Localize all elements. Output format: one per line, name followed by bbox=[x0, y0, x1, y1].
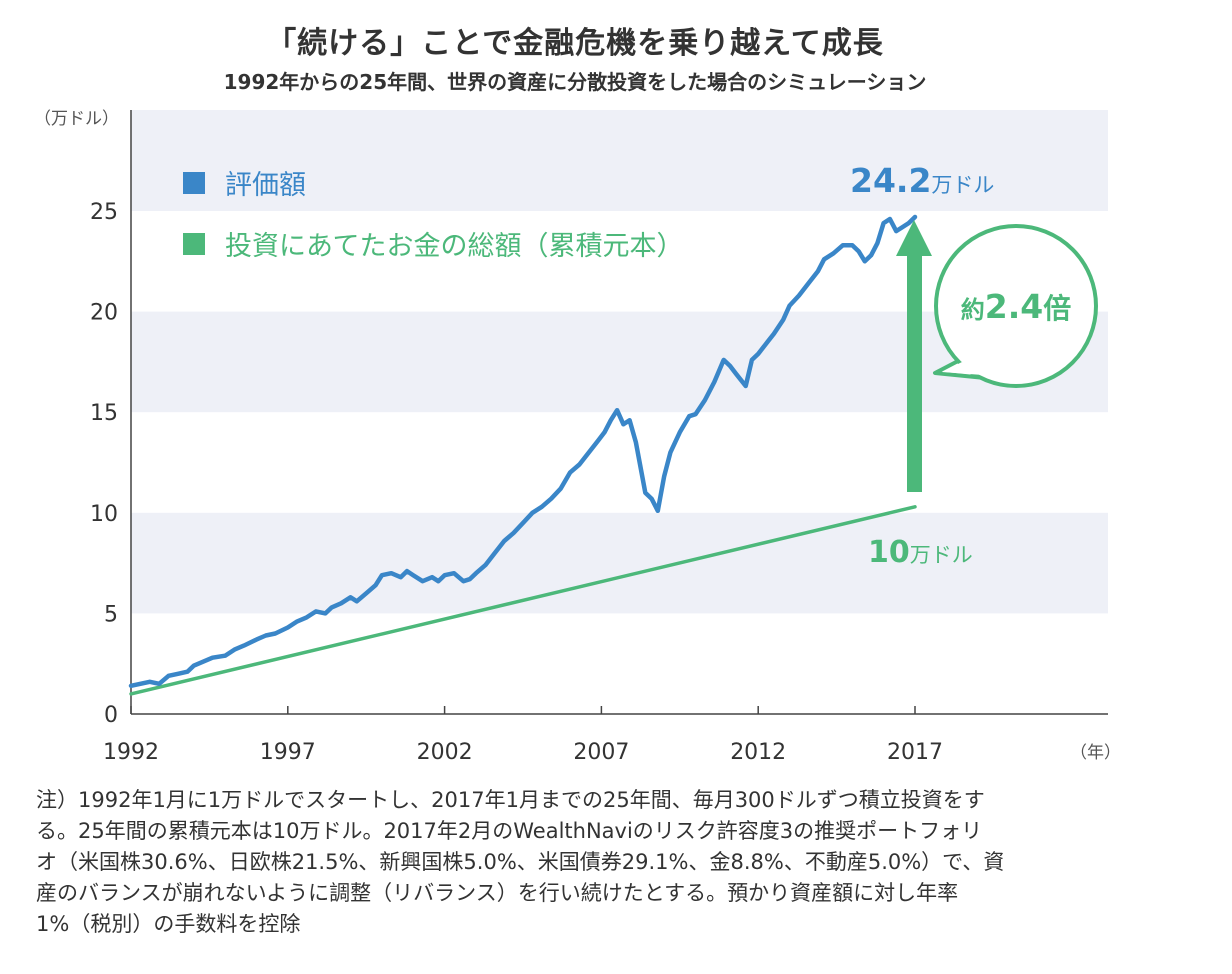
footnote-line: る。25年間の累積元本は10万ドル。2017年2月のWealthNaviのリスク… bbox=[36, 819, 983, 843]
chart-subtitle: 1992年からの25年間、世界の資産に分散投資をした場合のシミュレーション bbox=[223, 70, 927, 94]
y-tick-label: 10 bbox=[90, 502, 118, 527]
footnote-line: 1%（税別）の手数料を控除 bbox=[36, 912, 301, 936]
footnote-line: オ（米国株30.6%、日欧株21.5%、新興国株5.0%、米国債券29.1%、金… bbox=[36, 850, 1005, 874]
grid-band bbox=[131, 110, 1108, 211]
end-value-unit: 万ドル bbox=[931, 173, 994, 197]
chart-area: 0 5 10 15 20 25 1992 1997 2002 2007 2012 2017 （万ドル）… bbox=[34, 109, 1121, 765]
x-tick-label: 1997 bbox=[260, 740, 316, 765]
chart-title: 「続ける」ことで金融危機を乗り越えて成長 bbox=[266, 26, 884, 61]
principal-value-unit: 万ドル bbox=[910, 543, 973, 567]
x-tick-label: 2007 bbox=[573, 740, 629, 765]
footnote: 注）1992年1月に1万ドルでスタートし、2017年1月までの25年間、毎月30… bbox=[36, 785, 1166, 940]
valuation-line bbox=[128, 214, 918, 689]
ratio-bubble: 約2.4倍 bbox=[933, 224, 1098, 388]
x-tick-label: 2017 bbox=[887, 740, 943, 765]
footnote-line: 産のバランスが崩れないように調整（リバランス）を行い続けたとする。預かり資産額に… bbox=[36, 881, 959, 905]
end-value-label: 24.2万ドル bbox=[850, 161, 994, 200]
x-tick-label: 2012 bbox=[730, 740, 786, 765]
legend-swatch-valuation bbox=[183, 172, 205, 194]
ratio-prefix: 約 bbox=[961, 296, 985, 324]
growth-arrow-shaft bbox=[907, 252, 922, 492]
legend: 評価額 投資にあてたお金の総額（累積元本） bbox=[183, 170, 683, 262]
x-tick-label: 1992 bbox=[103, 740, 159, 765]
ratio-number: 2.4 bbox=[985, 287, 1043, 326]
growth-arrow-head bbox=[896, 220, 932, 256]
ratio-suffix: 倍 bbox=[1043, 292, 1071, 325]
y-tick-label: 20 bbox=[90, 301, 118, 326]
legend-label-valuation: 評価額 bbox=[225, 170, 306, 201]
growth-arrow bbox=[896, 220, 932, 492]
ratio-bubble-circle bbox=[934, 224, 1098, 388]
principal-value-label: 10万ドル bbox=[868, 535, 973, 570]
footnote-line: 注）1992年1月に1万ドルでスタートし、2017年1月までの25年間、毎月30… bbox=[36, 788, 985, 812]
y-tick-label: 5 bbox=[104, 602, 118, 627]
y-tick-label: 15 bbox=[90, 401, 118, 426]
y-tick-label: 25 bbox=[90, 200, 118, 225]
principal-value-number: 10 bbox=[868, 535, 910, 570]
end-value-number: 24.2 bbox=[850, 161, 931, 200]
legend-label-principal: 投資にあてたお金の総額（累積元本） bbox=[225, 231, 683, 262]
ratio-bubble-tail-cover bbox=[942, 362, 983, 375]
y-axis-unit-label: （万ドル） bbox=[34, 109, 119, 129]
y-tick-label: 0 bbox=[104, 703, 118, 728]
x-axis-unit-label: （年） bbox=[1070, 743, 1121, 763]
legend-swatch-principal bbox=[183, 233, 205, 255]
grid-band bbox=[131, 512, 1108, 614]
x-tick-label: 2002 bbox=[417, 740, 473, 765]
principal-line bbox=[129, 505, 917, 696]
ratio-text: 約2.4倍 bbox=[961, 287, 1071, 326]
